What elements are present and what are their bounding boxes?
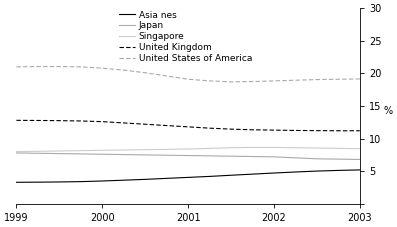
United States of America <box>207 79 212 82</box>
Singapore <box>79 149 83 152</box>
Line: Singapore: Singapore <box>16 147 360 152</box>
Asia nes <box>121 179 126 182</box>
Asia nes <box>35 181 40 183</box>
Singapore <box>229 146 233 149</box>
Legend: Asia nes, Japan, Singapore, United Kingdom, United States of America: Asia nes, Japan, Singapore, United Kingd… <box>117 9 254 65</box>
United Kingdom <box>207 127 212 130</box>
Japan <box>35 152 40 155</box>
United States of America <box>35 65 40 68</box>
United States of America <box>121 69 126 72</box>
Asia nes <box>164 177 169 180</box>
United Kingdom <box>35 119 40 122</box>
United Kingdom <box>229 128 233 131</box>
United States of America <box>250 80 255 83</box>
United Kingdom <box>293 129 298 132</box>
Y-axis label: %: % <box>384 106 393 116</box>
Singapore <box>100 149 105 152</box>
Singapore <box>186 148 191 151</box>
Singapore <box>207 147 212 150</box>
Asia nes <box>250 173 255 175</box>
United States of America <box>357 78 362 80</box>
Asia nes <box>272 172 276 174</box>
Singapore <box>164 148 169 151</box>
United States of America <box>336 78 341 81</box>
Asia nes <box>143 178 148 181</box>
Japan <box>79 153 83 155</box>
Line: United States of America: United States of America <box>16 67 360 82</box>
United Kingdom <box>186 126 191 128</box>
United States of America <box>57 65 62 68</box>
Japan <box>100 153 105 155</box>
Japan <box>314 158 319 160</box>
Line: United Kingdom: United Kingdom <box>16 120 360 131</box>
United States of America <box>79 66 83 68</box>
Singapore <box>314 147 319 149</box>
Japan <box>336 158 341 160</box>
United States of America <box>143 71 148 74</box>
United Kingdom <box>121 122 126 124</box>
Asia nes <box>207 175 212 178</box>
Singapore <box>250 146 255 149</box>
United Kingdom <box>314 129 319 132</box>
Singapore <box>293 146 298 149</box>
Singapore <box>143 148 148 151</box>
Asia nes <box>14 181 19 184</box>
Japan <box>293 156 298 159</box>
United Kingdom <box>272 129 276 131</box>
United Kingdom <box>14 119 19 122</box>
Singapore <box>35 150 40 153</box>
United States of America <box>164 75 169 77</box>
Line: Japan: Japan <box>16 153 360 159</box>
Japan <box>143 153 148 156</box>
Japan <box>186 154 191 157</box>
United States of America <box>229 81 233 83</box>
Asia nes <box>100 180 105 182</box>
United States of America <box>100 67 105 69</box>
Asia nes <box>186 176 191 179</box>
Singapore <box>121 149 126 151</box>
Asia nes <box>314 170 319 173</box>
Singapore <box>357 147 362 150</box>
United States of America <box>272 79 276 82</box>
Japan <box>229 155 233 158</box>
United Kingdom <box>57 119 62 122</box>
Asia nes <box>336 169 341 172</box>
Asia nes <box>57 181 62 183</box>
Line: Asia nes: Asia nes <box>16 170 360 182</box>
Singapore <box>14 150 19 153</box>
United States of America <box>293 79 298 81</box>
United Kingdom <box>79 120 83 122</box>
Asia nes <box>79 180 83 183</box>
United Kingdom <box>100 120 105 123</box>
Asia nes <box>229 174 233 177</box>
United States of America <box>14 66 19 68</box>
United States of America <box>186 78 191 81</box>
Japan <box>357 158 362 161</box>
Japan <box>272 155 276 158</box>
United Kingdom <box>164 124 169 127</box>
United Kingdom <box>250 128 255 131</box>
United Kingdom <box>357 129 362 132</box>
Singapore <box>336 147 341 150</box>
Japan <box>207 155 212 157</box>
United States of America <box>314 78 319 81</box>
Asia nes <box>357 168 362 171</box>
United Kingdom <box>336 129 341 132</box>
Singapore <box>272 146 276 149</box>
Japan <box>57 152 62 155</box>
Japan <box>14 152 19 154</box>
United Kingdom <box>143 123 148 126</box>
Japan <box>121 153 126 156</box>
Asia nes <box>293 171 298 173</box>
Japan <box>250 155 255 158</box>
Singapore <box>57 150 62 152</box>
Japan <box>164 154 169 157</box>
